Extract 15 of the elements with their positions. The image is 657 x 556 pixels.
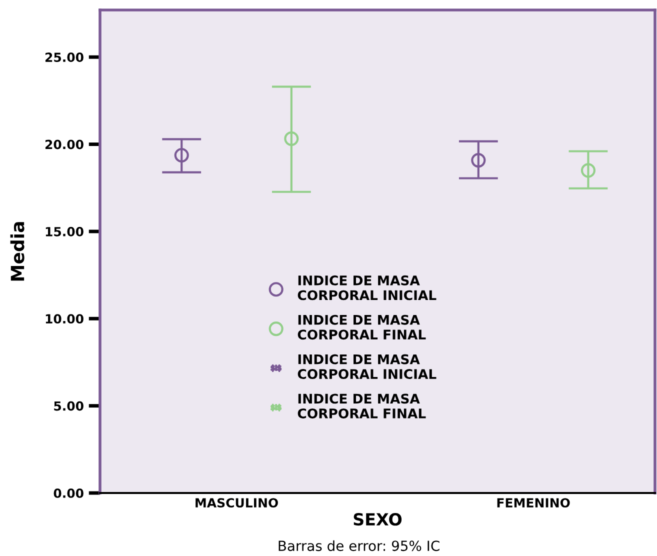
y-axis-title: Media [10, 222, 24, 281]
text: INDICE DE MASA CORPORAL INICIAL [298, 354, 436, 380]
text: Barras de error: 95% IC [278, 540, 440, 552]
x-axis-title: SEXO [354, 513, 402, 526]
x-tick-label: MASCULINO [196, 498, 278, 508]
y-tick-label: 25.00 [45, 52, 84, 62]
y-tick-label: 10.00 [46, 314, 84, 324]
y-tick-label: 0.00 [54, 488, 84, 498]
y-tick-label: 15.00 [46, 226, 84, 236]
y-tick-label: 20.00 [45, 140, 84, 150]
legend-label: INDICE DE MASA CORPORAL FINAL [298, 314, 426, 340]
text: INDICE DE MASA CORPORAL FINAL [298, 394, 426, 418]
y-tick-label: 5.00 [54, 401, 84, 411]
legend-label: INDICE DE MASA CORPORAL INICIAL [298, 275, 436, 300]
x-tick-label: FEMENINO [497, 498, 570, 508]
